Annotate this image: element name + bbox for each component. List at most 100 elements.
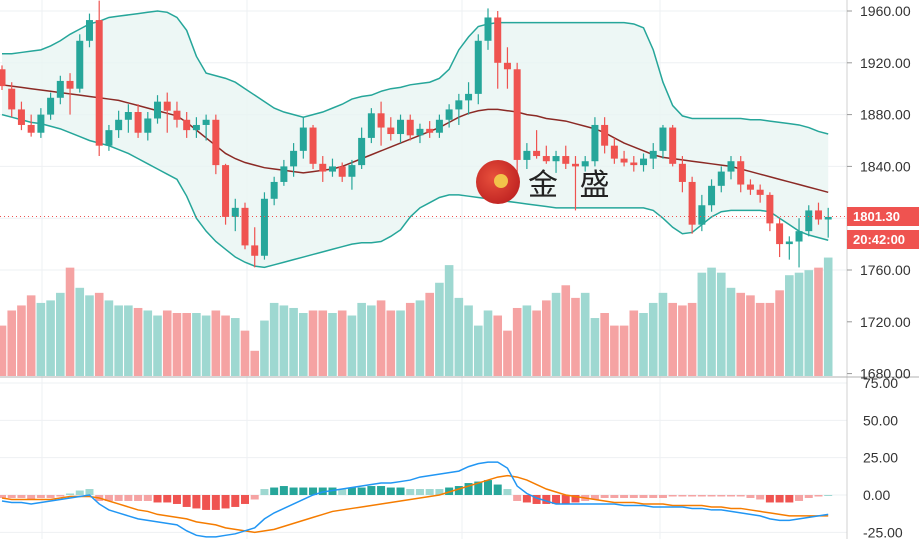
lower-band — [1, 113, 829, 269]
volume-bar — [823, 257, 833, 376]
candle — [387, 117, 395, 141]
candle — [173, 101, 181, 128]
candle-body — [562, 156, 570, 164]
volume-bar — [561, 285, 571, 376]
candle — [231, 198, 239, 232]
macd-histogram-bar — [668, 495, 677, 497]
candle — [416, 123, 424, 144]
macd-tick-label: 50.00 — [863, 412, 898, 428]
candle-body — [474, 40, 482, 94]
candle-body — [270, 181, 278, 199]
volume-bar — [600, 313, 609, 376]
candle-body — [814, 210, 822, 220]
volume-bar — [629, 310, 639, 376]
volume-bar — [26, 295, 36, 376]
volume-bar — [425, 292, 434, 376]
candle — [562, 145, 570, 169]
macd-histogram-bar — [678, 495, 687, 497]
macd-histogram-bar — [17, 495, 26, 498]
macd-histogram-bar — [182, 495, 191, 507]
candle-body — [426, 128, 434, 133]
macd-histogram-bar — [270, 487, 279, 495]
candle-body — [27, 124, 35, 133]
macd-histogram-bar — [377, 486, 386, 495]
candle — [280, 159, 288, 186]
candle-body — [319, 163, 327, 172]
volume-bar — [279, 305, 289, 376]
volume-bar — [347, 315, 357, 376]
candle-body — [115, 119, 123, 131]
macd-histogram-bar — [241, 495, 249, 504]
volume-bar — [65, 267, 75, 376]
macd-histogram-bar — [338, 489, 347, 495]
candle — [8, 82, 16, 118]
candle-body — [163, 101, 171, 111]
candle-body — [571, 163, 579, 167]
candle-body — [678, 163, 686, 182]
candle — [523, 143, 531, 169]
candle — [328, 158, 336, 177]
candle — [95, 0, 103, 157]
candle — [406, 114, 414, 141]
candle — [465, 82, 473, 115]
macd-tick-label: 25.00 — [863, 450, 898, 466]
volume-bar — [775, 290, 784, 376]
candle-body — [435, 119, 443, 133]
price-tick-label: 1680.00 — [860, 366, 911, 382]
macd-histogram-bar — [425, 489, 434, 495]
candle-body — [610, 145, 618, 159]
volume-bar — [473, 325, 483, 376]
candle — [737, 156, 745, 193]
macd-histogram-bar — [299, 487, 308, 495]
candle-body — [85, 20, 93, 41]
candle-body — [328, 166, 336, 172]
candle-body — [445, 109, 453, 120]
candle — [124, 104, 132, 133]
candle — [260, 192, 268, 260]
price-tick-label: 1920.00 — [860, 55, 911, 71]
candle-body — [290, 150, 298, 167]
macd-histogram-bar — [172, 495, 181, 504]
candle — [105, 124, 113, 151]
candle — [659, 124, 667, 159]
volume-bars — [0, 257, 833, 376]
candle — [192, 117, 200, 138]
volume-bar — [318, 310, 328, 376]
candle-body — [154, 101, 162, 119]
macd-histogram-bar — [435, 489, 444, 495]
candle-body — [192, 124, 200, 131]
volume-bar — [94, 292, 104, 376]
candle — [746, 179, 754, 195]
candle-body — [0, 69, 6, 87]
macd-tick-label: 0.00 — [863, 487, 890, 503]
volume-bar — [765, 302, 775, 376]
middle-band — [1, 84, 829, 194]
candle — [591, 117, 599, 167]
watermark: 金 盛 — [476, 160, 616, 204]
upper-band — [2, 10, 829, 135]
volume-bar — [269, 302, 279, 376]
volume-bar — [746, 295, 755, 376]
candle — [134, 104, 142, 138]
macd-histogram-bar — [571, 495, 580, 503]
volume-bar — [221, 315, 230, 376]
volume-bar — [250, 350, 260, 376]
candle — [484, 8, 492, 50]
macd-histogram-bar — [309, 487, 318, 495]
candle — [669, 124, 677, 167]
macd-histogram-bar — [522, 495, 531, 503]
candle-body — [105, 130, 113, 146]
macd-histogram-bar — [756, 495, 765, 500]
volume-bar — [814, 267, 823, 376]
candle-body — [222, 165, 230, 217]
candle-body — [649, 150, 657, 159]
candle — [455, 93, 463, 125]
volume-bar — [114, 305, 123, 376]
candle — [241, 202, 249, 250]
macd-histogram-bar — [795, 495, 804, 501]
candle — [56, 75, 64, 105]
price-tick-label: 1960.00 — [860, 3, 911, 19]
candle — [717, 166, 725, 193]
macd-histogram-bar — [415, 489, 424, 495]
candle-body — [513, 69, 521, 160]
